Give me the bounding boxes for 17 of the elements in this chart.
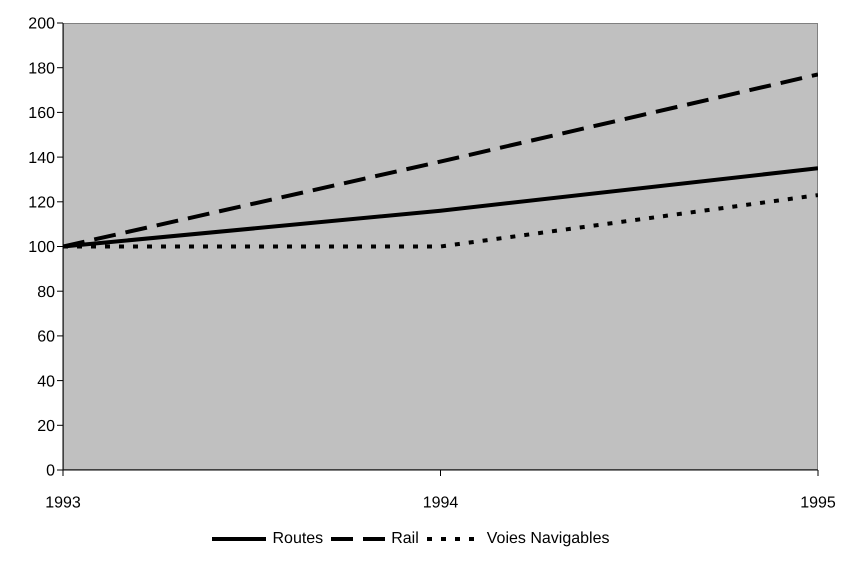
legend-label: Routes [272, 530, 324, 548]
y-tick-label: 200 [28, 16, 56, 33]
y-tick-label: 160 [28, 105, 56, 122]
y-tick-label: 180 [28, 60, 56, 78]
x-tick-label: 1995 [800, 494, 836, 512]
y-tick-label: 20 [37, 418, 56, 435]
x-tick-label: 1994 [422, 494, 458, 512]
legend-label: Rail [391, 530, 419, 548]
y-tick-label: 140 [28, 150, 56, 167]
y-tick-label: 60 [37, 328, 56, 346]
y-tick-label: 0 [46, 462, 56, 480]
legend-label: Voies Navigables [486, 530, 610, 548]
y-tick-label: 40 [37, 373, 56, 390]
y-tick-label: 100 [28, 239, 56, 256]
y-tick-label: 80 [37, 284, 56, 301]
y-tick-label: 120 [28, 194, 56, 212]
x-tick-label: 1993 [45, 494, 81, 512]
